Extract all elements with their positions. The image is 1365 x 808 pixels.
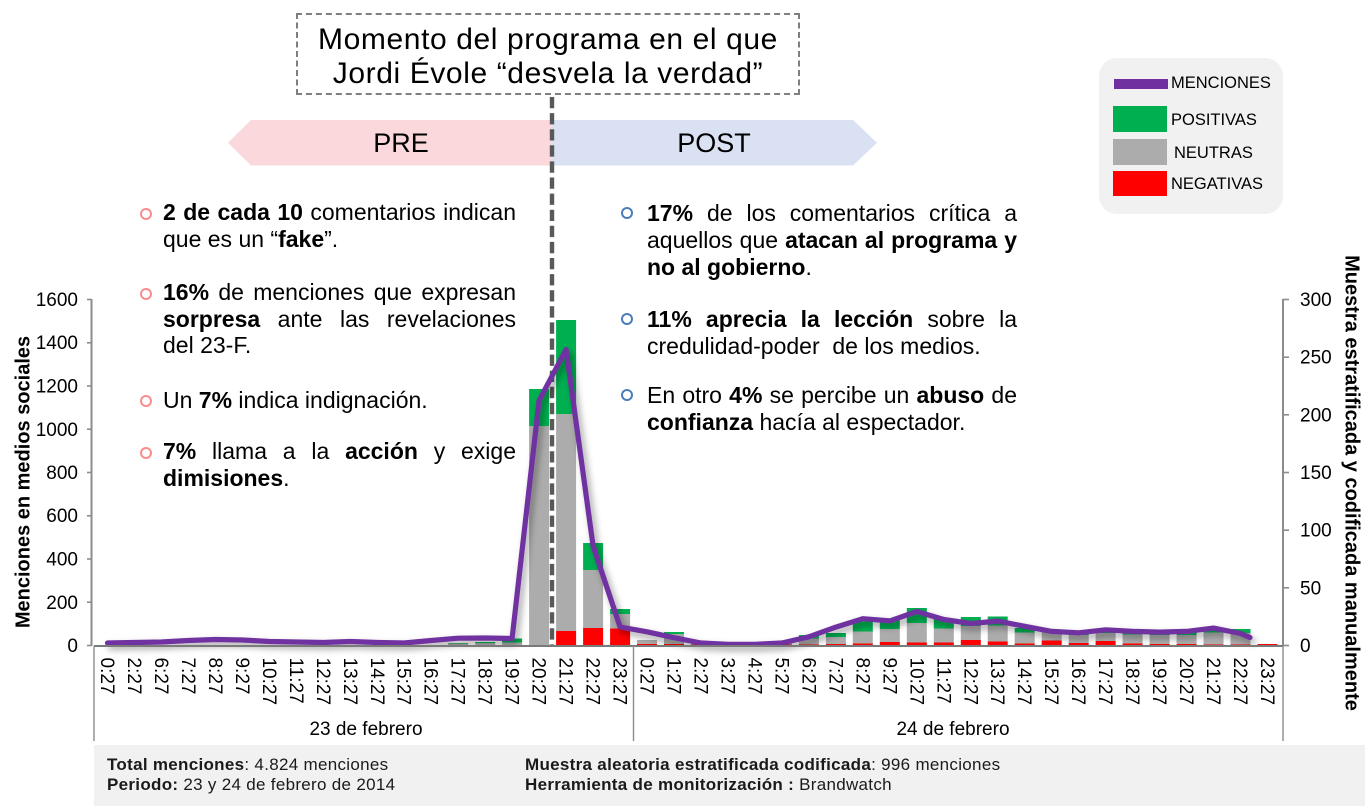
svg-text:1000: 1000 <box>36 420 78 441</box>
svg-text:400: 400 <box>46 550 78 571</box>
svg-text:6:27: 6:27 <box>797 658 818 695</box>
svg-text:14:27: 14:27 <box>366 658 387 706</box>
svg-text:20:27: 20:27 <box>528 658 549 706</box>
svg-text:600: 600 <box>46 506 78 527</box>
svg-text:24 de febrero: 24 de febrero <box>896 719 1009 740</box>
svg-text:POST: POST <box>677 128 751 158</box>
svg-text:1600: 1600 <box>36 290 78 311</box>
svg-text:16:27: 16:27 <box>1067 658 1088 706</box>
svg-text:8:27: 8:27 <box>204 658 225 695</box>
svg-text:9:27: 9:27 <box>878 658 899 695</box>
svg-text:7:27: 7:27 <box>824 658 845 695</box>
svg-text:11:27: 11:27 <box>285 658 306 704</box>
svg-text:100: 100 <box>1300 521 1332 542</box>
svg-text:4:27: 4:27 <box>743 658 764 695</box>
svg-text:19:27: 19:27 <box>1148 658 1169 706</box>
svg-text:PRE: PRE <box>373 128 429 158</box>
svg-text:17:27: 17:27 <box>447 658 468 706</box>
svg-text:250: 250 <box>1300 348 1332 369</box>
svg-text:0:27: 0:27 <box>636 658 657 695</box>
svg-text:16:27: 16:27 <box>420 658 441 706</box>
svg-text:2:27: 2:27 <box>123 658 144 695</box>
svg-text:23:27: 23:27 <box>609 658 630 706</box>
svg-text:17:27: 17:27 <box>1094 658 1115 706</box>
svg-text:9:27: 9:27 <box>231 658 252 695</box>
svg-text:3:27: 3:27 <box>717 658 738 695</box>
svg-text:19:27: 19:27 <box>501 658 522 706</box>
svg-text:1200: 1200 <box>36 377 78 398</box>
svg-text:5:27: 5:27 <box>770 658 791 695</box>
svg-text:50: 50 <box>1300 578 1321 599</box>
svg-text:18:27: 18:27 <box>474 658 495 706</box>
svg-text:Menciones en medios sociales: Menciones en medios sociales <box>12 336 34 628</box>
svg-text:300: 300 <box>1300 290 1332 311</box>
svg-text:0:27: 0:27 <box>96 658 117 695</box>
svg-text:13:27: 13:27 <box>339 658 360 706</box>
svg-text:10:27: 10:27 <box>905 658 926 706</box>
svg-text:150: 150 <box>1300 463 1332 484</box>
svg-text:6:27: 6:27 <box>150 658 171 695</box>
svg-text:800: 800 <box>46 463 78 484</box>
svg-text:21:27: 21:27 <box>555 658 576 706</box>
svg-text:15:27: 15:27 <box>1040 658 1061 706</box>
svg-text:0: 0 <box>67 636 78 657</box>
svg-text:18:27: 18:27 <box>1121 658 1142 706</box>
svg-text:15:27: 15:27 <box>393 658 414 706</box>
svg-text:22:27: 22:27 <box>582 658 603 706</box>
svg-text:200: 200 <box>1300 405 1332 426</box>
svg-text:21:27: 21:27 <box>1202 658 1223 706</box>
svg-text:22:27: 22:27 <box>1229 658 1250 706</box>
svg-text:11:27: 11:27 <box>932 658 953 704</box>
svg-text:2:27: 2:27 <box>690 658 711 695</box>
svg-text:12:27: 12:27 <box>959 658 980 706</box>
svg-text:10:27: 10:27 <box>258 658 279 706</box>
svg-text:13:27: 13:27 <box>986 658 1007 706</box>
svg-text:12:27: 12:27 <box>312 658 333 706</box>
svg-text:20:27: 20:27 <box>1175 658 1196 706</box>
svg-text:23:27: 23:27 <box>1256 658 1277 706</box>
svg-text:0: 0 <box>1300 636 1311 657</box>
svg-text:200: 200 <box>46 593 78 614</box>
svg-text:1:27: 1:27 <box>663 658 684 695</box>
svg-text:Muestra estratificada y codifi: Muestra estratificada y codificada manua… <box>1341 255 1363 711</box>
svg-text:23 de febrero: 23 de febrero <box>309 719 422 740</box>
svg-text:8:27: 8:27 <box>851 658 872 695</box>
svg-text:14:27: 14:27 <box>1013 658 1034 706</box>
svg-text:7:27: 7:27 <box>177 658 198 695</box>
svg-text:1400: 1400 <box>36 333 78 354</box>
